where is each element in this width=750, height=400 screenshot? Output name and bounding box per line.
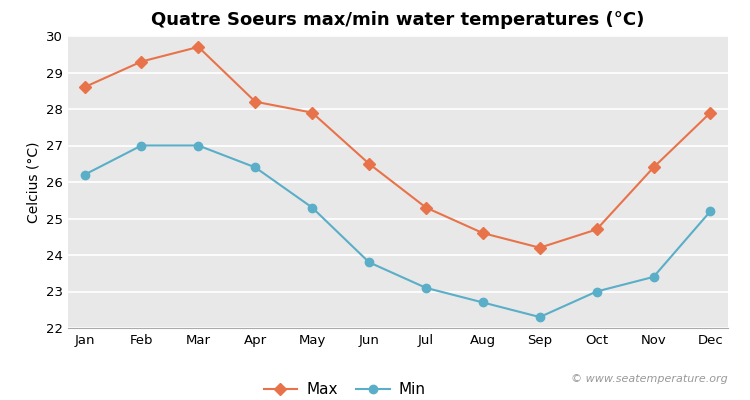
Max (592, 227, 602, 232)
Max (706, 110, 715, 115)
Max (308, 110, 316, 115)
Title: Quatre Soeurs max/min water temperatures (°C): Quatre Soeurs max/min water temperatures… (151, 11, 644, 29)
Line: Max: Max (80, 43, 715, 252)
Min (422, 286, 430, 290)
Min (592, 289, 602, 294)
Max (80, 85, 89, 90)
Max (137, 59, 146, 64)
Min (194, 143, 202, 148)
Y-axis label: Celcius (°C): Celcius (°C) (27, 141, 40, 223)
Max (251, 99, 260, 104)
Min (308, 205, 316, 210)
Text: © www.seatemperature.org: © www.seatemperature.org (571, 374, 728, 384)
Max (478, 231, 488, 236)
Max (536, 245, 544, 250)
Min (364, 260, 374, 265)
Max (649, 165, 658, 170)
Line: Min: Min (80, 141, 715, 321)
Min (478, 300, 488, 305)
Max (194, 44, 202, 49)
Min (80, 172, 89, 177)
Max (422, 205, 430, 210)
Max (364, 161, 374, 166)
Min (706, 209, 715, 214)
Min (251, 165, 260, 170)
Legend: Max, Min: Max, Min (263, 382, 426, 397)
Min (649, 274, 658, 279)
Min (536, 315, 544, 320)
Min (137, 143, 146, 148)
